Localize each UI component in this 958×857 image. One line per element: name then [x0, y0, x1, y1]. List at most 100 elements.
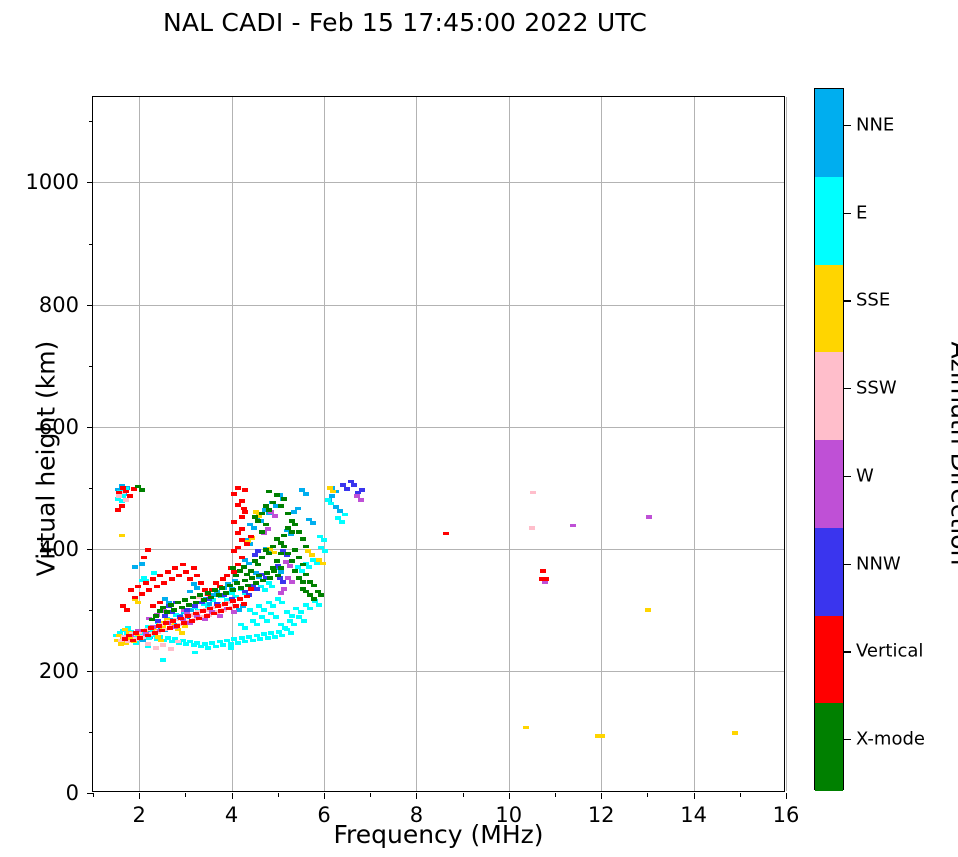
scatter-point	[145, 642, 152, 646]
scatter-point	[286, 619, 293, 623]
scatter-point	[317, 534, 324, 539]
scatter-point	[144, 548, 151, 552]
scatter-point	[161, 581, 168, 585]
scatter-point	[251, 515, 258, 519]
x-tick-minor	[277, 793, 279, 797]
scatter-point	[144, 633, 151, 638]
scatter-point	[298, 568, 305, 573]
scatter-point	[235, 545, 242, 550]
scatter-point	[223, 638, 230, 643]
scatter-point	[599, 734, 606, 739]
scatter-point	[133, 631, 140, 635]
scatter-point	[235, 562, 242, 567]
scatter-point	[262, 504, 269, 508]
scatter-point	[296, 576, 303, 580]
scatter-point	[259, 511, 266, 516]
scatter-point	[284, 576, 291, 580]
scatter-point	[248, 534, 254, 539]
scatter-point	[234, 581, 241, 585]
scatter-point	[307, 593, 314, 597]
x-tick-minor	[462, 793, 464, 797]
y-tick	[87, 548, 93, 550]
scatter-point	[255, 549, 262, 554]
scatter-point	[442, 531, 449, 536]
scatter-point	[229, 566, 236, 571]
scatter-point	[233, 594, 240, 599]
scatter-point	[245, 583, 252, 588]
x-axis-title: Frequency (MHz)	[333, 820, 544, 849]
scatter-point	[253, 587, 260, 591]
scatter-point	[270, 500, 277, 505]
scatter-point	[251, 611, 258, 616]
scatter-point	[259, 529, 266, 534]
scatter-point	[126, 494, 133, 499]
gridline-vertical	[139, 97, 141, 791]
scatter-point	[184, 608, 191, 612]
scatter-point	[265, 581, 272, 585]
x-tick-label: 8	[409, 803, 424, 827]
scatter-point	[316, 603, 323, 607]
scatter-point	[152, 614, 159, 618]
colorbar-label-x-mode: X-mode	[856, 728, 925, 750]
scatter-point	[277, 540, 284, 545]
scatter-point	[242, 639, 249, 644]
scatter-point	[273, 493, 280, 497]
scatter-point	[284, 551, 291, 556]
colorbar-tick	[844, 651, 851, 653]
colorbar-segment-vertical	[815, 615, 843, 704]
x-tick-label: 6	[317, 803, 331, 827]
scatter-point	[269, 584, 276, 589]
scatter-point	[248, 568, 254, 573]
colorbar-tick	[844, 563, 851, 565]
scatter-point	[183, 570, 190, 574]
scatter-point	[272, 615, 279, 619]
scatter-point	[175, 600, 181, 605]
scatter-point	[268, 510, 275, 514]
scatter-point	[247, 608, 254, 612]
scatter-point	[214, 604, 221, 608]
scatter-point	[203, 614, 210, 618]
scatter-point	[226, 583, 233, 588]
y-tick-label: 200	[38, 658, 79, 683]
y-tick	[87, 182, 93, 184]
scatter-point	[594, 734, 601, 739]
scatter-point	[270, 566, 277, 571]
colorbar-segment-w	[815, 440, 843, 528]
x-tick-minor	[739, 793, 741, 797]
scatter-point	[262, 576, 269, 580]
scatter-point	[266, 507, 273, 512]
scatter-point	[277, 590, 284, 595]
scatter-point	[187, 621, 194, 626]
colorbar-segment-sse	[815, 264, 843, 353]
scatter-point	[127, 588, 134, 593]
scatter-point	[154, 634, 161, 639]
scatter-point	[237, 586, 244, 590]
scatter-point	[254, 622, 261, 627]
scatter-point	[297, 610, 304, 615]
scatter-point	[333, 505, 339, 510]
gridline-horizontal	[93, 304, 784, 306]
scatter-point	[259, 555, 266, 560]
gridline-horizontal	[93, 182, 784, 184]
scatter-point	[278, 570, 285, 574]
scatter-point	[157, 573, 164, 578]
scatter-point	[272, 634, 279, 639]
scatter-point	[320, 538, 327, 543]
scatter-point	[145, 644, 152, 649]
scatter-point	[732, 731, 739, 735]
scatter-point	[252, 581, 259, 585]
scatter-point	[235, 503, 242, 507]
scatter-point	[190, 643, 197, 648]
colorbar-segment-ssw	[815, 352, 843, 440]
scatter-point	[257, 637, 264, 641]
scatter-point	[219, 586, 226, 590]
scatter-point	[179, 562, 186, 567]
scatter-point	[238, 515, 245, 519]
scatter-point	[255, 562, 262, 567]
scatter-point	[142, 581, 149, 585]
scatter-point	[160, 643, 167, 648]
scatter-point	[115, 633, 122, 638]
x-tick-minor	[647, 793, 649, 797]
scatter-point	[120, 604, 127, 608]
scatter-point	[238, 555, 245, 560]
